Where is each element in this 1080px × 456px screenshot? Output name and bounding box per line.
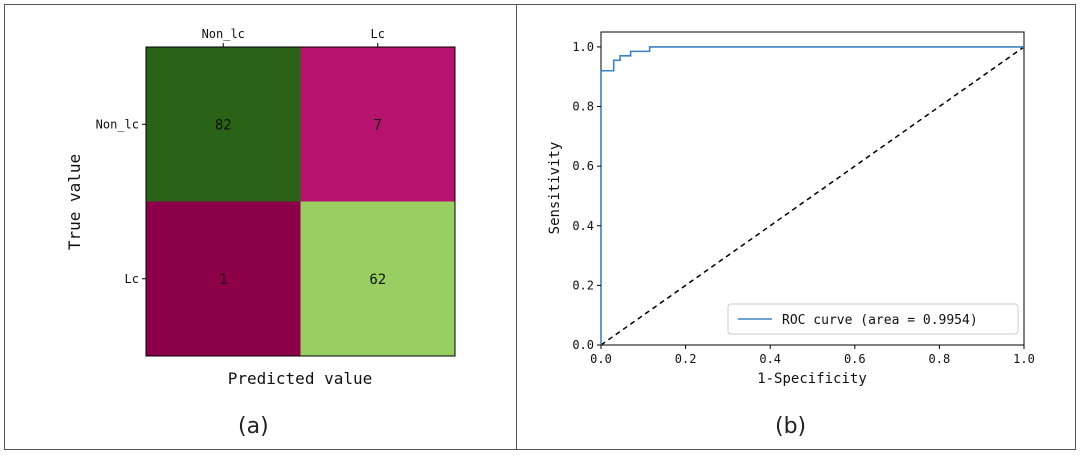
matrix-cell-value: 7 (374, 117, 382, 133)
x-tick-label: 1.0 (1013, 352, 1035, 366)
matrix-cell-value: 1 (219, 272, 227, 288)
x-tick-label: 0.8 (929, 352, 951, 366)
panel-label-b: (b) (775, 414, 807, 439)
roc-legend-label: ROC curve (area = 0.9954) (782, 313, 978, 328)
x-tick-label: 0.0 (590, 352, 612, 366)
matrix-cell (300, 47, 455, 202)
y-tick-label: 0.0 (572, 338, 594, 352)
confusion-matrix-x-label: Predicted value (228, 369, 373, 388)
y-tick-label: Lc (125, 272, 139, 286)
matrix-cell (300, 201, 455, 356)
y-tick-label: 1.0 (572, 40, 594, 54)
x-tick-label: 0.2 (675, 352, 697, 366)
roc-chart: 0.0 0.2 0.4 0.6 0.8 1.0 0.0 0.2 0.4 0.6 0.8 1.0 1-S… (547, 31, 1035, 387)
x-tick-label: 0.4 (759, 352, 781, 366)
roc-curve-line (600, 46, 1024, 345)
panel-label-a: (a) (238, 414, 269, 439)
y-tick-label: 0.2 (572, 278, 594, 292)
y-tick-label: 0.4 (572, 219, 594, 233)
x-tick-label: Non_lc (202, 27, 245, 41)
roc-plot-area (600, 31, 1025, 346)
confusion-matrix-y-label: True value (65, 154, 84, 250)
matrix-cell-value: 82 (215, 117, 232, 133)
x-tick-label: 0.6 (844, 352, 866, 366)
roc-legend-box (727, 303, 1019, 335)
matrix-cell (146, 201, 301, 356)
matrix-cell (146, 47, 301, 202)
matrix-cell-value: 62 (369, 272, 386, 288)
y-tick-label: Non_lc (96, 117, 139, 131)
roc-legend: ROC curve (area = 0.9954) (727, 303, 1019, 335)
y-tick-label: 0.8 (572, 100, 594, 114)
figure-frame-right (516, 4, 1076, 450)
roc-y-label: Sensitivity (547, 142, 563, 235)
y-tick-label: 0.6 (572, 159, 594, 173)
x-tick-label: Lc (371, 27, 385, 41)
roc-x-label: 1-Specificity (757, 371, 867, 387)
confusion-matrix-border (145, 46, 456, 357)
